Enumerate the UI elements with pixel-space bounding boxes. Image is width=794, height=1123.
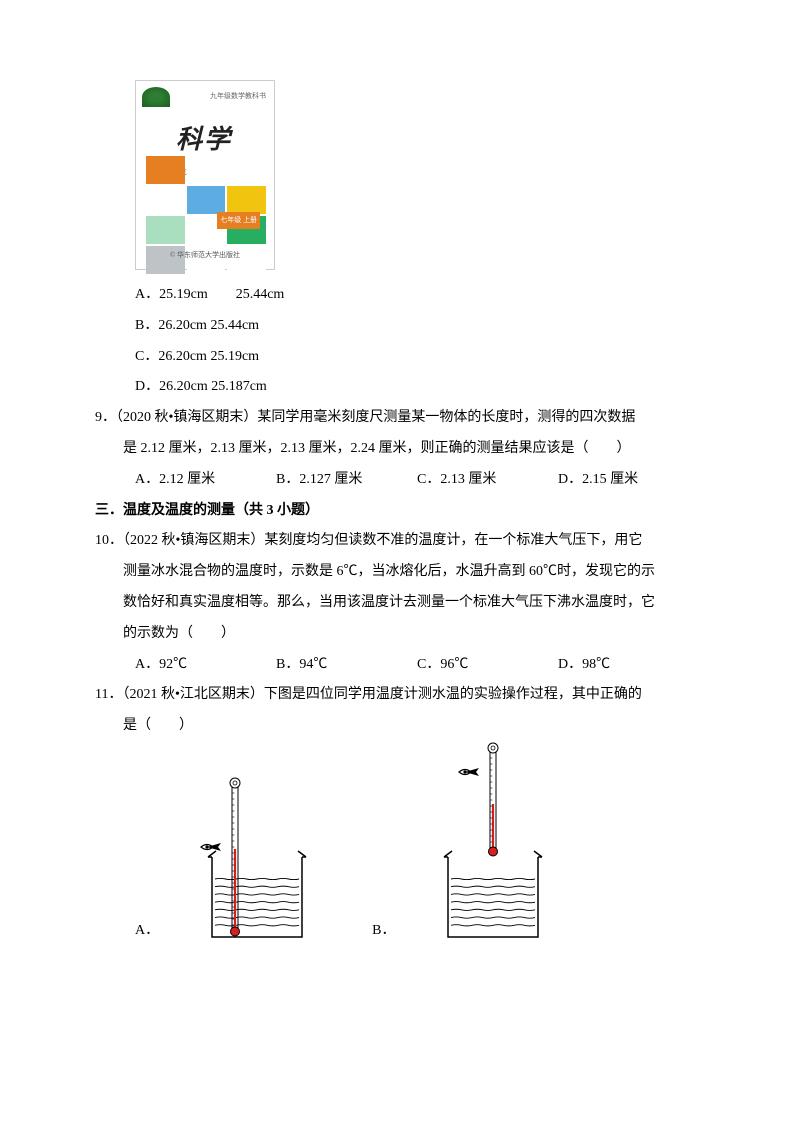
q9-stem-line1: 9．（2020 秋•镇海区期末）某同学用毫米刻度尺测量某一物体的长度时，测得的四… bbox=[95, 403, 699, 434]
q11-figure-a-wrap: A． bbox=[135, 767, 312, 947]
q10-option-b: B．94℃ bbox=[276, 650, 417, 681]
q11-label-b: B． bbox=[372, 916, 395, 947]
q10-stem-line1: 10．（2022 秋•镇海区期末）某刻度均匀但读数不准的温度计，在一个标准大气压… bbox=[95, 526, 699, 557]
section-3-title: 三．温度及温度的测量（共 3 小题） bbox=[95, 496, 699, 527]
book-grid-cell bbox=[187, 186, 226, 214]
q11-figures: A． B． bbox=[95, 742, 699, 947]
q9-option-c: C．2.13 厘米 bbox=[417, 465, 558, 496]
q10-option-d: D．98℃ bbox=[558, 650, 699, 681]
q9-stem-line2: 是 2.12 厘米，2.13 厘米，2.13 厘米，2.24 厘米，则正确的测量… bbox=[95, 434, 699, 465]
book-grid-cell bbox=[227, 156, 266, 184]
q10-stem-line2: 测量冰水混合物的温度时，示数是 6℃，当冰熔化后，水温升高到 60℃时，发现它的… bbox=[95, 557, 699, 588]
textbook-cover: 九年级数学教科书 科学 KEXUE 七年级 上册 © 华东师范大学出版社 bbox=[135, 80, 275, 270]
q9-option-b: B．2.127 厘米 bbox=[276, 465, 417, 496]
q10-option-c: C．96℃ bbox=[417, 650, 558, 681]
q8-option-b: B．26.20cm 25.44cm bbox=[95, 311, 699, 342]
q11-stem-line1: 11．（2021 秋•江北区期末）下图是四位同学用温度计测水温的实验操作过程，其… bbox=[95, 680, 699, 711]
q9-option-a: A．2.12 厘米 bbox=[135, 465, 276, 496]
q11-label-a: A． bbox=[135, 916, 159, 947]
book-grid-cell bbox=[146, 186, 185, 214]
q10-option-a: A．92℃ bbox=[135, 650, 276, 681]
book-grade-label: 七年级 上册 bbox=[217, 212, 260, 229]
q10-stem-line3: 数恰好和真实温度相等。那么，当用该温度计去测量一个标准大气压下沸水温度时，它 bbox=[95, 588, 699, 619]
q11-figure-b-wrap: B． bbox=[372, 742, 548, 947]
book-grid-cell bbox=[227, 186, 266, 214]
q8-option-c: C．26.20cm 25.19cm bbox=[95, 342, 699, 373]
book-grid-cell bbox=[146, 156, 185, 184]
thermometer-beaker-b-icon bbox=[403, 742, 548, 947]
book-logo-icon bbox=[142, 87, 170, 107]
q9-option-d: D．2.15 厘米 bbox=[558, 465, 699, 496]
thermometer-beaker-a-icon bbox=[167, 767, 312, 947]
q10-options: A．92℃ B．94℃ C．96℃ D．98℃ bbox=[95, 650, 699, 681]
q8-option-a: A．25.19cm 25.44cm bbox=[95, 280, 699, 311]
book-publisher: © 华东师范大学出版社 bbox=[136, 248, 274, 263]
q9-options: A．2.12 厘米 B．2.127 厘米 C．2.13 厘米 D．2.15 厘米 bbox=[95, 465, 699, 496]
book-grid-cell bbox=[187, 156, 226, 184]
q8-option-d: D．26.20cm 25.187cm bbox=[95, 372, 699, 403]
book-grid-cell bbox=[146, 216, 185, 244]
q10-stem-line4: 的示数为（ ） bbox=[95, 619, 699, 650]
q11-stem-line2: 是（ ） bbox=[95, 711, 699, 742]
book-series-label: 九年级数学教科书 bbox=[210, 89, 266, 104]
